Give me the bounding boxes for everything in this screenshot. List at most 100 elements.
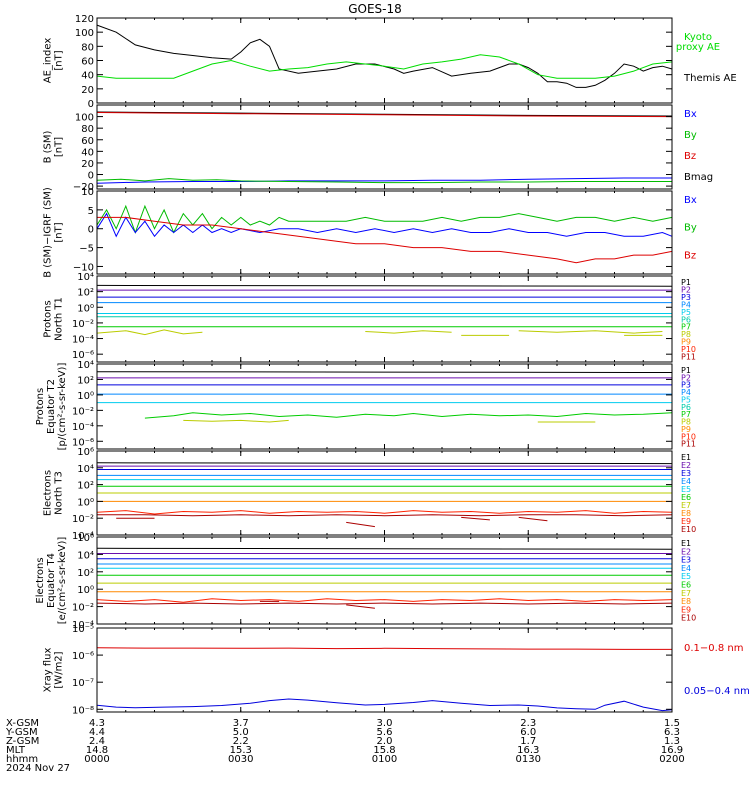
y-axis-label: [e/(cm²-s-sr-keV)] (57, 537, 68, 625)
y-axis-label: Equator T4 (46, 553, 57, 608)
series-line-3-3 (97, 216, 673, 264)
footer-value: 2.4 (89, 736, 105, 747)
y-axis-label: AE_index (43, 38, 54, 84)
legend-label: P4 (681, 300, 691, 309)
y-axis-label: [nT] (54, 137, 65, 157)
legend-label: P5 (681, 395, 691, 404)
footer-value: 2.2 (233, 736, 249, 747)
legend-label: P11 (681, 353, 696, 362)
legend-label: E5 (681, 485, 691, 494)
y-tick-label: 10⁻⁸ (72, 705, 94, 716)
series-line-4-9 (365, 330, 452, 334)
legend-label: P9 (681, 338, 691, 347)
series-line-5-7 (183, 419, 289, 423)
legend-label: P2 (681, 285, 691, 294)
footer-row-label: 2024 Nov 27 (6, 763, 70, 774)
legend-label: P8 (681, 330, 691, 339)
series-line-8-2 (96, 698, 673, 712)
y-axis-label: North T3 (54, 471, 65, 515)
legend-label: E5 (681, 572, 691, 581)
legend-label: 0.05−0.4 nm (684, 686, 750, 697)
legend-label: P3 (681, 293, 691, 302)
series-line-6-12 (346, 521, 375, 528)
y-axis-label: B (SM)−IGRF (SM) (43, 187, 54, 278)
y-axis-label: Protons (43, 300, 54, 337)
y-axis-label: Protons (35, 388, 46, 425)
y-tick-label: 10² (77, 568, 94, 579)
y-tick-label: −20 (73, 182, 94, 193)
legend-label: P4 (681, 388, 691, 397)
series-line-8-1 (96, 647, 672, 650)
footer-value: 2.0 (377, 736, 393, 747)
series-line-5-6 (144, 412, 673, 419)
legend-label: E3 (681, 469, 691, 478)
y-tick-label: 10⁴ (77, 360, 94, 371)
y-axis-label: [nT] (54, 50, 65, 70)
legend-label: Bmag (684, 172, 713, 183)
series-line-1-2 (96, 54, 673, 79)
legend-label: P1 (681, 278, 691, 287)
figure-title: GOES-18 (348, 2, 402, 16)
y-tick-label: 100 (75, 113, 94, 124)
y-axis-label: [p/(cm²-s-sr-keV)] (57, 363, 68, 451)
series-line-6-13 (461, 516, 490, 521)
footer-value: 4.4 (89, 727, 105, 738)
footer-row-label: X-GSM (6, 718, 39, 729)
legend-label: P11 (681, 440, 696, 449)
y-axis-label: [nT] (54, 222, 65, 242)
legend-label: E3 (681, 556, 691, 565)
y-tick-label: 60 (81, 136, 94, 147)
y-tick-label: −10 (73, 262, 94, 273)
y-tick-label: 40 (81, 147, 94, 158)
footer-value: 14.8 (86, 745, 108, 756)
y-tick-label: 10⁶ (77, 447, 94, 458)
legend-label: P1 (681, 366, 691, 375)
y-axis-label: North T1 (54, 297, 65, 341)
y-axis-label: Electrons (43, 470, 54, 516)
y-tick-label: 10⁻⁴ (72, 620, 94, 631)
y-tick-label: 120 (75, 14, 94, 25)
series-line-5-1 (96, 371, 673, 373)
panel-5: 10⁻⁶ 10⁻⁴ 10⁻² 10⁰ 10² 10⁴ Protons Equator T2 [p… (35, 360, 696, 450)
y-tick-label: 20 (81, 85, 94, 96)
series-line-7-12 (346, 604, 375, 609)
panel-4: 10⁻⁶ 10⁻⁴ 10⁻² 10⁰ 10² 10⁴ Protons North T1 P1P2… (43, 272, 696, 363)
footer-value: 0130 (516, 754, 541, 765)
legend-label: Bz (684, 250, 696, 261)
y-tick-label: 80 (81, 42, 94, 53)
y-tick-label: 10² (77, 375, 94, 386)
footer-value: 16.9 (661, 745, 683, 756)
legend-label: E10 (681, 614, 696, 623)
footer-value: 2.3 (520, 718, 536, 729)
legend-label: E7 (681, 589, 691, 598)
legend-label: E9 (681, 605, 691, 614)
legend-label: P8 (681, 418, 691, 427)
series-line-7-10 (96, 602, 673, 605)
legend-label: E8 (681, 509, 691, 518)
legend-label: Bx (684, 109, 697, 120)
series-line-6-10 (97, 514, 673, 517)
footer-value: 5.0 (233, 727, 249, 738)
footer-row-label: MLT (6, 745, 26, 756)
legend-label: E7 (681, 501, 691, 510)
footer-value: 0000 (84, 754, 109, 765)
footer-value: 1.3 (664, 736, 680, 747)
y-tick-label: 10⁶ (77, 533, 94, 544)
y-tick-label: 10⁻⁷ (72, 678, 94, 689)
y-tick-label: 10² (77, 481, 94, 492)
y-tick-label: 10⁰ (77, 391, 94, 402)
y-tick-label: 20 (81, 159, 94, 170)
y-tick-label: 10⁻⁵ (72, 624, 94, 635)
legend-label: P6 (681, 315, 691, 324)
footer-value: 15.3 (230, 745, 252, 756)
y-axis-label: Xray flux (43, 648, 54, 693)
legend-label: E1 (681, 453, 691, 462)
y-tick-label: 100 (75, 28, 94, 39)
legend-label: E2 (681, 461, 691, 470)
footer-value: 3.7 (233, 718, 249, 729)
legend-label: P2 (681, 373, 691, 382)
legend-label: 0.1−0.8 nm (684, 643, 743, 654)
footer-value: 3.0 (377, 718, 393, 729)
